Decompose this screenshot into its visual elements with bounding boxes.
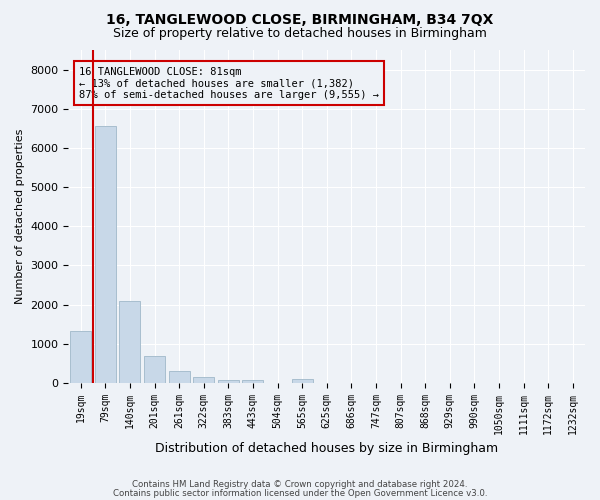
Text: 16 TANGLEWOOD CLOSE: 81sqm
← 13% of detached houses are smaller (1,382)
87% of s: 16 TANGLEWOOD CLOSE: 81sqm ← 13% of deta…	[79, 66, 379, 100]
Bar	[70, 331, 91, 383]
Bar	[119, 302, 140, 383]
Y-axis label: Number of detached properties: Number of detached properties	[15, 128, 25, 304]
Bar	[95, 126, 116, 383]
Bar	[242, 380, 263, 383]
X-axis label: Distribution of detached houses by size in Birmingham: Distribution of detached houses by size …	[155, 442, 498, 455]
Text: 16, TANGLEWOOD CLOSE, BIRMINGHAM, B34 7QX: 16, TANGLEWOOD CLOSE, BIRMINGHAM, B34 7Q…	[106, 12, 494, 26]
Text: Size of property relative to detached houses in Birmingham: Size of property relative to detached ho…	[113, 28, 487, 40]
Bar	[218, 380, 239, 383]
Bar	[193, 377, 214, 383]
Text: Contains public sector information licensed under the Open Government Licence v3: Contains public sector information licen…	[113, 490, 487, 498]
Bar	[169, 372, 190, 383]
Bar	[292, 379, 313, 383]
Bar	[144, 356, 165, 383]
Text: Contains HM Land Registry data © Crown copyright and database right 2024.: Contains HM Land Registry data © Crown c…	[132, 480, 468, 489]
